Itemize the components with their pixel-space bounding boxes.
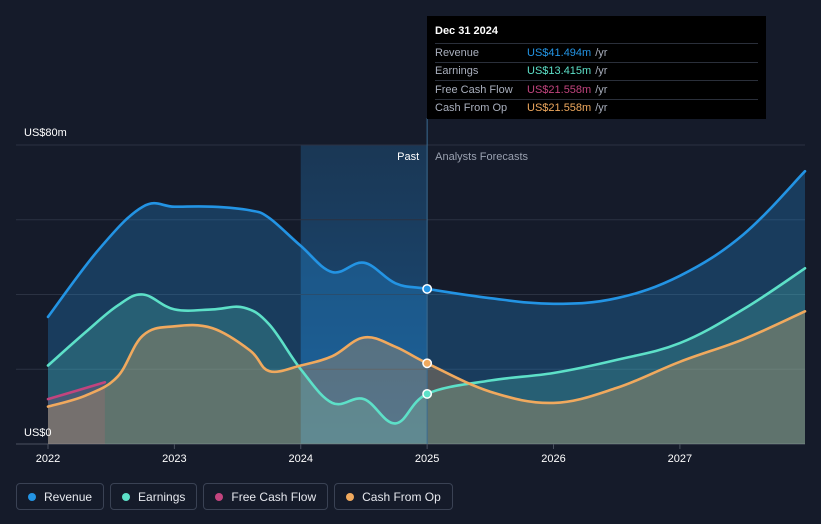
legend: Revenue Earnings Free Cash Flow Cash From O… — [16, 483, 453, 510]
legend-item-cash-from-op[interactable]: Cash From Op — [334, 483, 453, 510]
cash-from-op-highlight-dot[interactable] — [422, 358, 433, 369]
free-cash-flow-line — [46, 381, 107, 401]
tooltip-value: US$13.415m — [527, 65, 592, 78]
legend-dot-icon — [122, 492, 131, 501]
tooltip-value: US$41.494m — [527, 46, 592, 59]
tooltip: Dec 31 2024 Revenue US$41.494m/yr Earnings… — [427, 16, 766, 119]
revenue-line — [46, 169, 807, 319]
tooltip-row-free-cash-flow: Free Cash Flow US$21.558m/yr — [435, 80, 758, 99]
tooltip-row-earnings: Earnings US$13.415m/yr — [435, 61, 758, 81]
legend-item-free-cash-flow[interactable]: Free Cash Flow — [203, 483, 329, 510]
earnings-highlight-dot[interactable] — [422, 388, 433, 399]
cash-from-op-area — [48, 311, 805, 444]
tooltip-value: US$21.558m — [527, 83, 592, 96]
x-tick-label: 2026 — [541, 453, 565, 465]
legend-dot-icon — [215, 492, 224, 501]
legend-label: Free Cash Flow — [231, 489, 317, 504]
tooltip-unit: /yr — [595, 65, 608, 78]
tooltip-unit: /yr — [595, 102, 608, 115]
earnings-line — [46, 267, 807, 425]
past-label: Past — [397, 151, 419, 163]
tooltip-label: Earnings — [435, 65, 479, 78]
tooltip-label: Revenue — [435, 46, 480, 59]
tooltip-date: Dec 31 2024 — [435, 25, 498, 37]
tooltip-unit: /yr — [595, 46, 608, 59]
legend-label: Earnings — [138, 489, 186, 504]
y-label-top: US$80m — [24, 127, 67, 139]
legend-dot-icon — [28, 492, 36, 501]
legend-item-earnings[interactable]: Earnings — [110, 483, 198, 510]
legend-dot-icon — [346, 492, 355, 501]
legend-label: Revenue — [44, 489, 93, 504]
forecast-label: Analysts Forecasts — [435, 151, 528, 163]
y-label-bottom: US$0 — [24, 427, 52, 439]
free-cash-flow-area — [48, 382, 105, 444]
x-tick-label: 2025 — [415, 453, 439, 465]
tooltip-row-revenue: Revenue US$41.494m/yr — [435, 43, 758, 62]
legend-label: Cash From Op — [362, 489, 441, 504]
tooltip-row-cash-from-op: Cash From Op US$21.558m/yr — [435, 98, 758, 118]
x-tick-label: 2024 — [289, 453, 313, 465]
tooltip-unit: /yr — [595, 83, 608, 96]
revenue-highlight-dot[interactable] — [422, 283, 433, 294]
tooltip-value: US$21.558m — [527, 102, 592, 115]
legend-item-revenue[interactable]: Revenue — [16, 483, 105, 510]
x-tick-label: 2027 — [668, 453, 692, 465]
tooltip-label: Cash From Op — [435, 102, 508, 115]
x-tick-label: 2023 — [162, 453, 186, 465]
cash-from-op-line — [46, 310, 807, 408]
tooltip-label: Free Cash Flow — [435, 83, 513, 96]
x-tick-label: 2022 — [36, 453, 60, 465]
revenue-area — [48, 171, 805, 444]
earnings-area — [48, 268, 805, 444]
